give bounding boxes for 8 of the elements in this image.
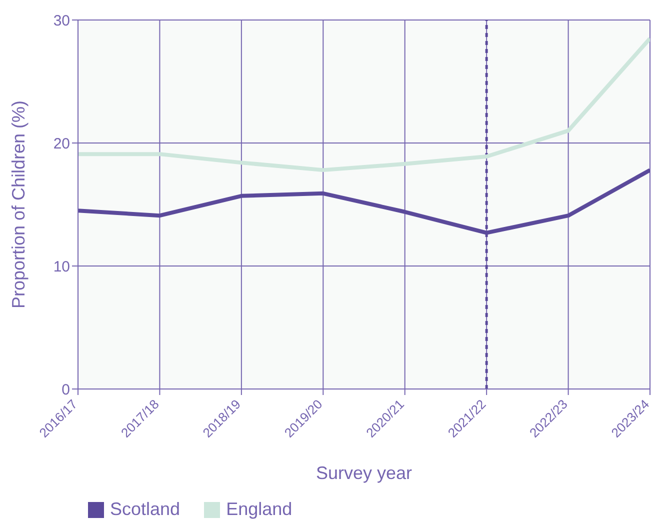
x-axis-title: Survey year: [316, 463, 412, 483]
y-tick-label: 20: [53, 135, 70, 152]
legend-label: Scotland: [109, 499, 180, 520]
y-tick-label: 0: [62, 381, 70, 398]
y-tick-label: 30: [53, 12, 70, 30]
legend-label: England: [225, 499, 292, 520]
y-axis-title: Proportion of Children (%): [8, 100, 28, 309]
y-tick-label: 10: [53, 258, 70, 276]
